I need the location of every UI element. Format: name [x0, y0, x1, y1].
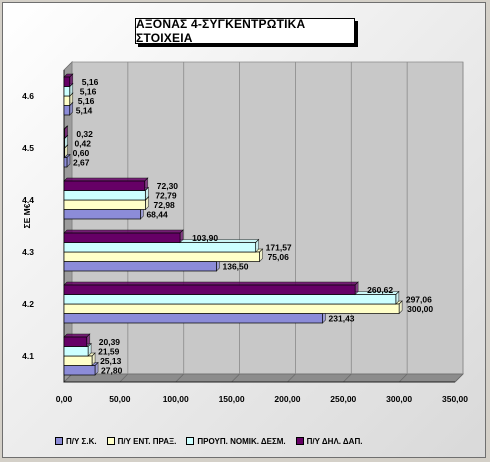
grid-line-floor — [175, 373, 184, 383]
legend-item: Π/Υ ΕΝΤ. ΠΡΑΞ. — [106, 436, 177, 446]
legend-swatch — [55, 437, 63, 445]
grid-line-floor — [454, 373, 464, 383]
bar — [63, 138, 65, 149]
bar — [63, 86, 71, 97]
bar — [63, 209, 141, 220]
grid-line-floor — [119, 373, 129, 383]
x-tick-label: 100,00 — [163, 394, 189, 404]
data-label: 25,13 — [100, 356, 122, 366]
data-label: 297,06 — [406, 294, 432, 304]
data-label: 5,16 — [78, 96, 95, 106]
data-label: 20,39 — [99, 337, 121, 347]
x-tick-label: 0,00 — [56, 394, 73, 404]
data-label: 75,06 — [268, 252, 290, 262]
y-axis-title: ΣΕ Μ€ — [22, 203, 32, 228]
bar — [63, 365, 96, 376]
bar — [63, 190, 146, 201]
legend-swatch — [295, 437, 304, 445]
bar-top-face — [63, 333, 91, 338]
data-label: 0,42 — [74, 138, 91, 148]
grid-line-floor — [398, 373, 408, 383]
data-label: 2,67 — [73, 157, 90, 167]
bar — [63, 294, 397, 305]
chart-title: ΑΞΟΝΑΣ 4-ΣΥΓΚΕΝΤΡΩΤΙΚΑ ΣΤΟΙΧΕΙΑ — [135, 17, 355, 45]
data-label: 103,90 — [192, 233, 218, 243]
y-tick-label: 4.6 — [22, 91, 34, 101]
bar — [63, 346, 89, 357]
bar — [63, 303, 400, 314]
legend-label: Π/Υ ΔΗΛ. ΔΑΠ. — [306, 436, 363, 446]
bar — [63, 313, 323, 324]
grid-line-floor — [231, 373, 240, 383]
bar — [63, 76, 71, 87]
bar — [63, 128, 65, 139]
data-label: 260,62 — [367, 285, 393, 295]
bar — [63, 336, 88, 347]
data-label: 0,32 — [76, 129, 93, 139]
data-label: 5,14 — [76, 105, 93, 115]
y-tick-label: 4.5 — [22, 143, 34, 153]
x-tick-label: 150,00 — [219, 394, 245, 404]
legend-label: Π/Υ ΕΝΤ. ΠΡΑΞ. — [117, 436, 177, 446]
legend-item: Π/Υ Σ.Κ. — [55, 437, 97, 446]
data-label: 72,98 — [154, 200, 176, 210]
y-tick-label: 4.4 — [22, 195, 34, 205]
x-tick-label: 350,00 — [442, 394, 468, 404]
data-label: 5,16 — [82, 77, 99, 87]
data-label: 231,43 — [329, 313, 355, 323]
legend-item: ΠΡΟΥΠ. ΝΟΜΙΚ. ΔΕΣΜ. — [186, 436, 286, 446]
data-label: 0,60 — [73, 148, 90, 158]
data-label: 68,44 — [146, 209, 168, 219]
bar — [63, 284, 356, 295]
x-tick-label: 250,00 — [330, 394, 356, 404]
x-tick-label: 50,00 — [109, 394, 131, 404]
y-tick-label: 4.1 — [22, 351, 34, 361]
chart-legend: Π/Υ Σ.Κ. Π/Υ ΕΝΤ. ΠΡΑΞ. ΠΡΟΥΠ. ΝΟΜΙΚ. ΔΕΣΜ… — [55, 434, 435, 448]
data-label: 171,57 — [266, 242, 292, 252]
bar — [63, 180, 146, 191]
bar — [63, 105, 71, 116]
data-label: 72,30 — [157, 181, 179, 191]
legend-swatch — [186, 437, 195, 445]
data-label: 5,16 — [80, 86, 97, 96]
data-label: 27,80 — [101, 365, 123, 375]
bar — [63, 232, 181, 243]
bar — [63, 157, 68, 168]
x-tick-label: 200,00 — [274, 394, 300, 404]
data-label: 72,79 — [155, 190, 177, 200]
x-tick-label: 300,00 — [386, 394, 412, 404]
bar-top-face — [63, 229, 184, 234]
y-tick-label: 4.3 — [22, 247, 34, 257]
legend-label: Π/Υ Σ.Κ. — [66, 436, 97, 446]
bar — [63, 95, 71, 106]
bar-top-face — [63, 281, 359, 286]
legend-swatch — [106, 437, 115, 445]
bar — [63, 261, 217, 272]
legend-label: ΠΡΟΥΠ. ΝΟΜΙΚ. ΔΕΣΜ. — [197, 436, 286, 446]
y-tick-label: 4.2 — [22, 299, 34, 309]
grid-line-floor — [343, 373, 352, 383]
data-label: 136,50 — [222, 261, 248, 271]
bar — [63, 242, 257, 253]
data-label: 21,59 — [98, 346, 120, 356]
bar — [63, 199, 146, 210]
bar — [63, 147, 66, 158]
bar — [63, 355, 93, 366]
grid-line-floor — [287, 373, 296, 383]
bar — [63, 251, 260, 262]
bar-top-face — [63, 177, 149, 182]
legend-item: Π/Υ ΔΗΛ. ΔΑΠ. — [295, 436, 363, 446]
data-label: 300,00 — [407, 304, 433, 314]
